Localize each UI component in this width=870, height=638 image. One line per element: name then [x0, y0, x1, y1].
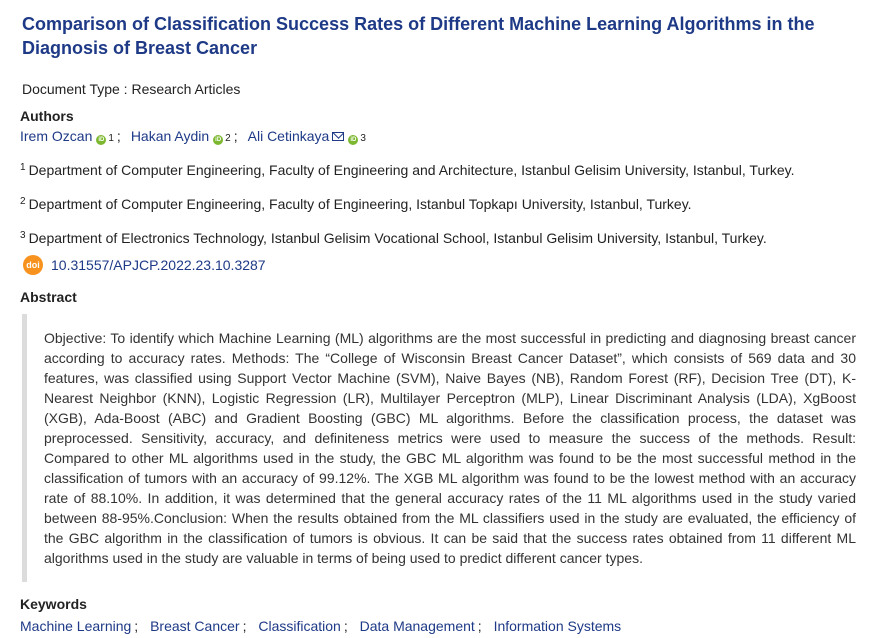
affiliation-text: Department of Computer Engineering, Facu…	[28, 162, 795, 178]
author-separator: ;	[116, 128, 121, 144]
affiliation-number: 1	[20, 162, 26, 173]
affiliation-1: 1 Department of Computer Engineering, Fac…	[20, 159, 856, 179]
document-type: Document Type : Research Articles	[22, 81, 241, 97]
author-affiliation-number: 2	[225, 133, 231, 144]
authors-heading: Authors	[20, 108, 74, 124]
email-icon[interactable]	[332, 132, 345, 141]
doi-row: doi 10.31557/APJCP.2022.23.10.3287	[20, 255, 856, 275]
orcid-icon[interactable]: iD	[213, 135, 224, 145]
affiliation-number: 3	[20, 230, 26, 241]
keyword-separator: ;	[134, 618, 139, 634]
author-separator: ;	[233, 128, 238, 144]
keyword-link-machine-learning[interactable]: Machine Learning	[20, 618, 132, 634]
author-affiliation-number: 3	[360, 133, 366, 144]
keyword-separator: ;	[343, 618, 348, 634]
keyword-link-data-management[interactable]: Data Management	[359, 618, 475, 634]
affiliation-3: 3 Department of Electronics Technology, I…	[20, 227, 856, 247]
article-title: Comparison of Classification Success Rat…	[22, 14, 815, 58]
affiliation-text: Department of Computer Engineering, Facu…	[28, 196, 692, 212]
author-affiliation-number: 1	[108, 133, 114, 144]
keyword-link-information-systems[interactable]: Information Systems	[493, 618, 622, 634]
author-link-hakan-aydin[interactable]: Hakan Aydin	[130, 128, 210, 144]
doi-link[interactable]: 10.31557/APJCP.2022.23.10.3287	[51, 257, 266, 273]
keywords-list: Machine Learning; Breast Cancer; Classif…	[20, 618, 856, 634]
affiliation-2: 2 Department of Computer Engineering, Fac…	[20, 193, 856, 213]
keywords-heading: Keywords	[20, 596, 87, 612]
keyword-link-classification[interactable]: Classification	[258, 618, 341, 634]
affiliation-text: Department of Electronics Technology, Is…	[28, 230, 767, 246]
author-link-irem-ozcan[interactable]: Irem Ozcan	[20, 128, 93, 144]
affiliation-number: 2	[20, 196, 26, 207]
orcid-icon[interactable]: iD	[348, 135, 359, 145]
abstract-box: Objective: To identify which Machine Lea…	[22, 314, 856, 582]
abstract-text: Objective: To identify which Machine Lea…	[44, 330, 856, 566]
keyword-separator: ;	[242, 618, 247, 634]
abstract-heading: Abstract	[20, 289, 77, 305]
authors-list: Irem Ozcan iD 1 ; Hakan Aydin iD 2 ; Ali…	[20, 128, 856, 145]
doi-icon: doi	[23, 255, 43, 275]
keyword-separator: ;	[477, 618, 482, 634]
keyword-link-breast-cancer[interactable]: Breast Cancer	[150, 618, 240, 634]
author-link-ali-cetinkaya[interactable]: Ali Cetinkaya	[247, 128, 330, 144]
orcid-icon[interactable]: iD	[96, 135, 107, 145]
